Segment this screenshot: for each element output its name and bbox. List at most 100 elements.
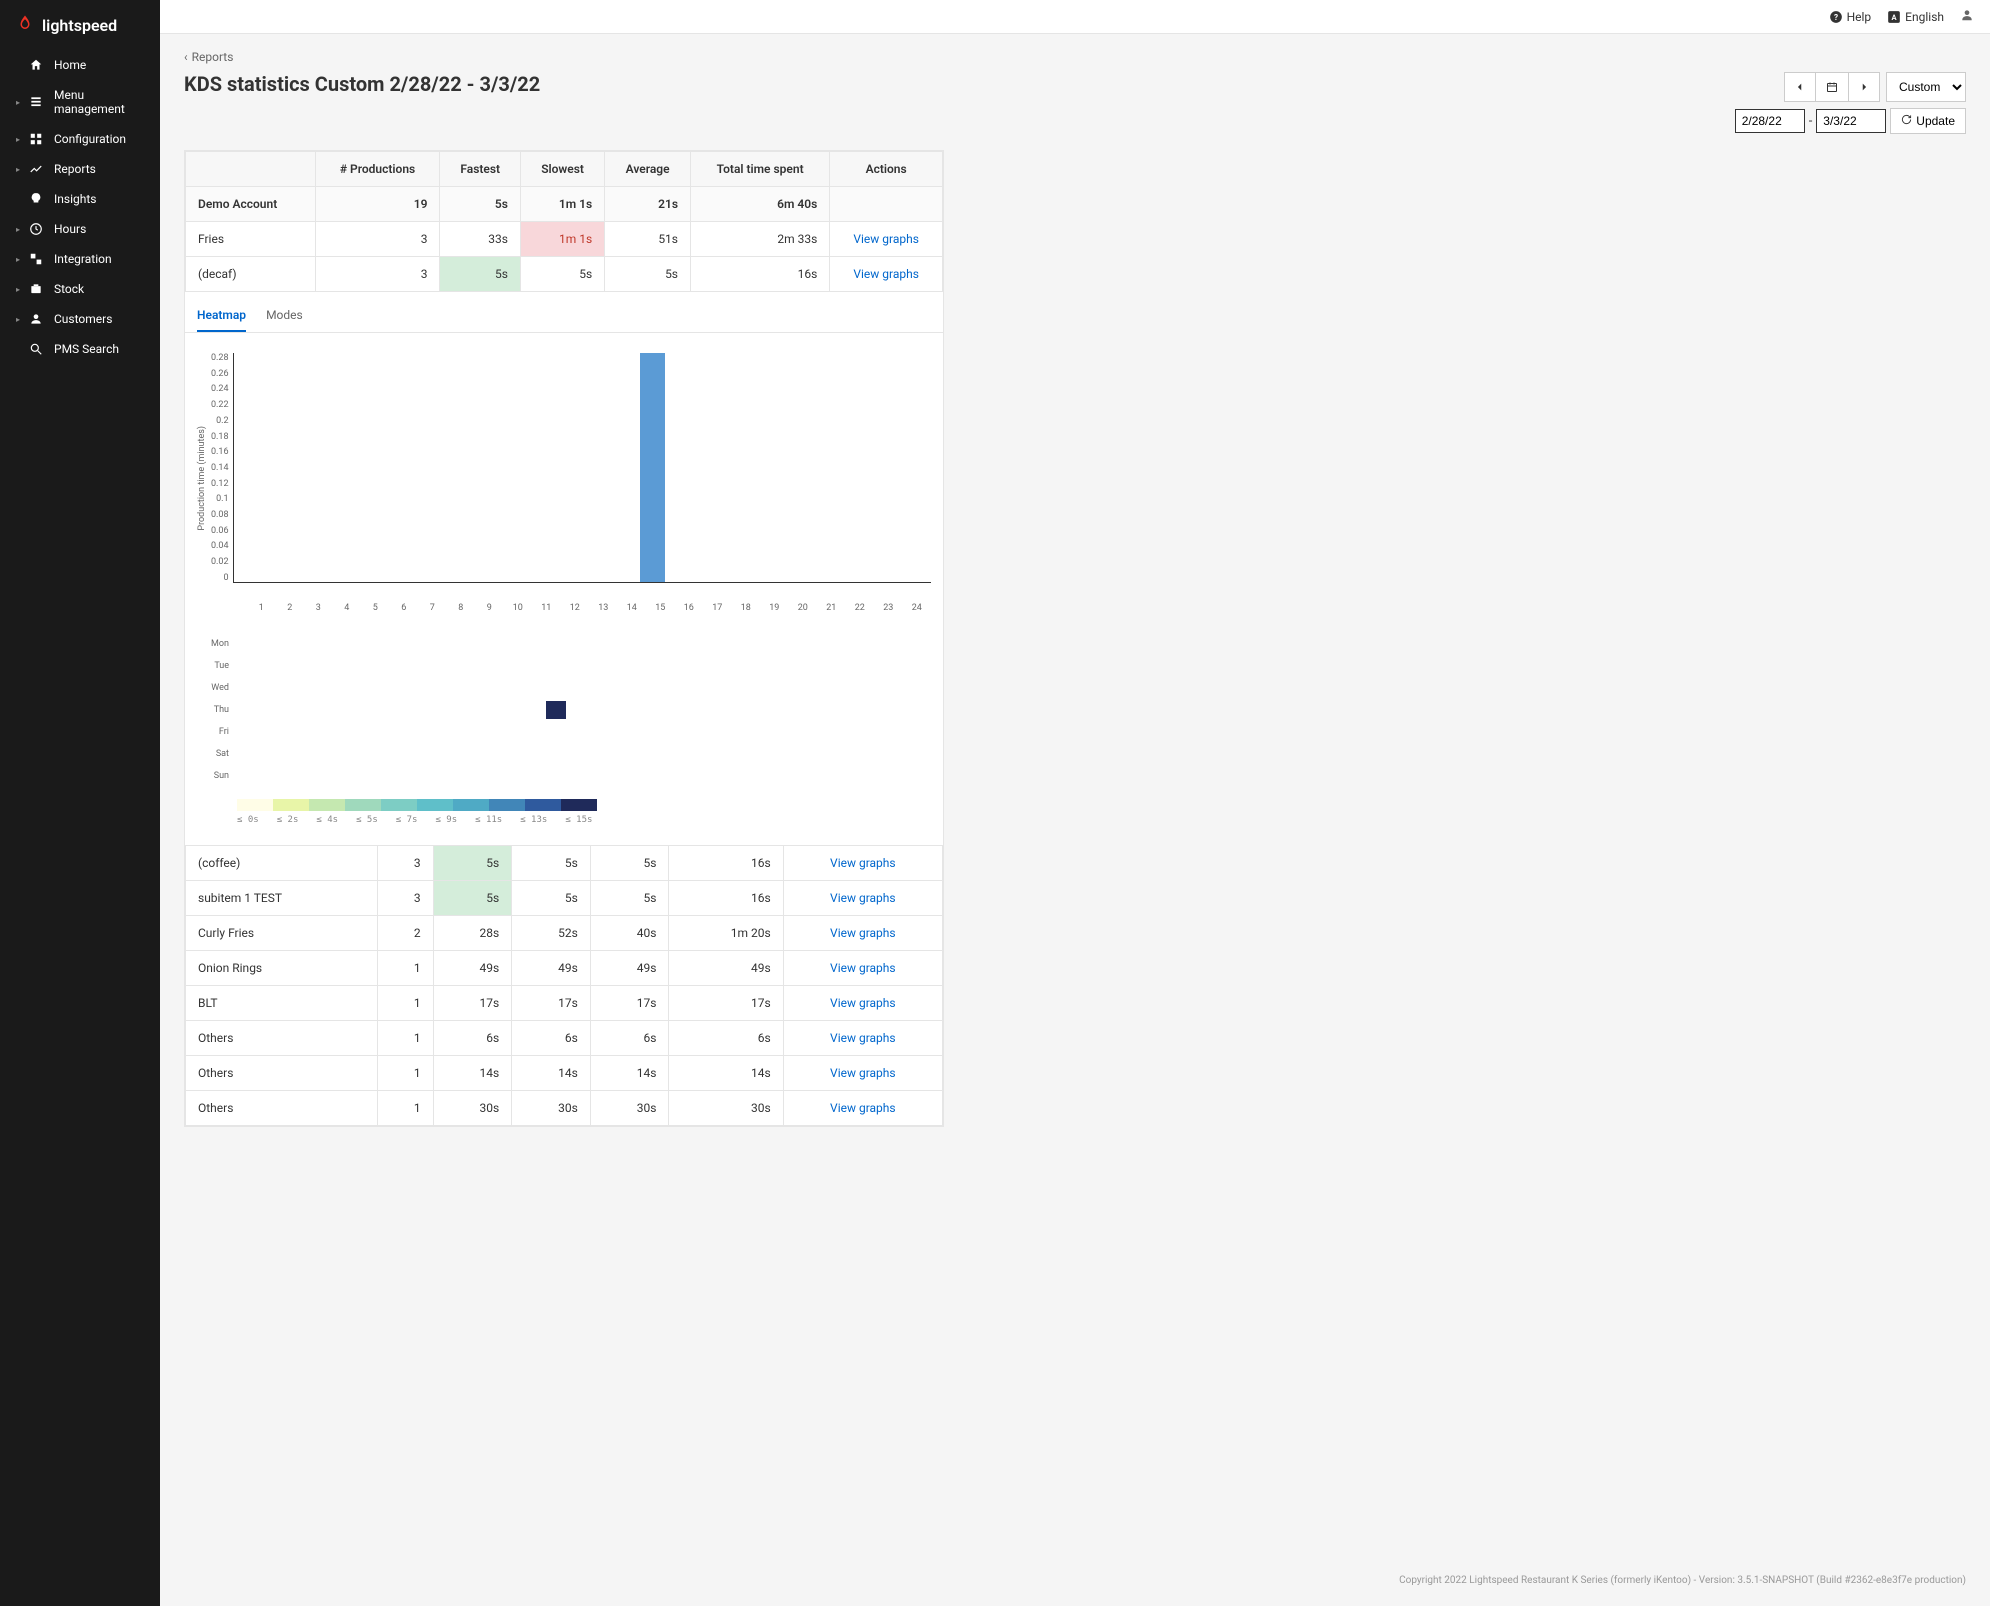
breadcrumb[interactable]: ‹ Reports — [184, 50, 1966, 64]
sidebar-item-config[interactable]: ▸ Configuration — [0, 124, 160, 154]
view-graphs-link[interactable]: View graphs — [783, 986, 942, 1021]
view-graphs-link[interactable]: View graphs — [830, 257, 943, 292]
table-row: Others16s6s6s6sView graphs — [186, 1021, 943, 1056]
search-icon — [28, 342, 44, 356]
footer-text: Copyright 2022 Lightspeed Restaurant K S… — [160, 1555, 1990, 1606]
user-menu[interactable] — [1960, 8, 1974, 25]
table-header — [186, 152, 316, 187]
stock-icon — [28, 282, 44, 296]
y-axis-label: Production time (minutes) — [197, 426, 207, 531]
sidebar: lightspeed Home▸Menu management▸Configur… — [0, 0, 160, 1606]
home-icon — [28, 58, 44, 72]
table-row: Others114s14s14s14sView graphs — [186, 1056, 943, 1091]
stats-table-bottom: (coffee)35s5s5s16sView graphssubitem 1 T… — [185, 845, 943, 1126]
config-icon — [28, 132, 44, 146]
sidebar-item-customers[interactable]: ▸ Customers — [0, 304, 160, 334]
next-period-button[interactable] — [1849, 72, 1880, 102]
view-graphs-link[interactable]: View graphs — [783, 1091, 942, 1126]
view-graphs-link[interactable]: View graphs — [783, 881, 942, 916]
update-button[interactable]: Update — [1890, 108, 1966, 134]
user-icon — [1960, 8, 1974, 25]
sidebar-item-label: Home — [54, 58, 144, 72]
sidebar-item-label: Configuration — [54, 132, 144, 146]
sidebar-item-label: Integration — [54, 252, 144, 266]
tab-heatmap[interactable]: Heatmap — [197, 300, 246, 332]
caret-icon: ▸ — [16, 315, 24, 324]
range-select[interactable]: Custom — [1886, 72, 1966, 102]
calendar-button[interactable] — [1816, 72, 1849, 102]
sidebar-item-insights[interactable]: Insights — [0, 184, 160, 214]
view-graphs-link[interactable]: View graphs — [783, 846, 942, 881]
heatmap-row: Fri — [197, 721, 931, 743]
caret-icon: ▸ — [16, 165, 24, 174]
table-row: subitem 1 TEST35s5s5s16sView graphs — [186, 881, 943, 916]
integration-icon — [28, 252, 44, 266]
heatmap-row: Sun — [197, 765, 931, 787]
chevron-left-icon: ‹ — [184, 50, 188, 64]
hours-icon — [28, 222, 44, 236]
view-graphs-link[interactable]: View graphs — [783, 1021, 942, 1056]
view-graphs-link[interactable]: View graphs — [783, 916, 942, 951]
table-header: Actions — [830, 152, 943, 187]
caret-icon: ▸ — [16, 225, 24, 234]
topbar: ? Help A English — [160, 0, 1990, 34]
table-row: Demo Account195s1m 1s21s6m 40s — [186, 187, 943, 222]
sidebar-item-label: Hours — [54, 222, 144, 236]
view-graphs-link[interactable]: View graphs — [783, 951, 942, 986]
table-row: BLT117s17s17s17sView graphs — [186, 986, 943, 1021]
caret-icon: ▸ — [16, 255, 24, 264]
sidebar-item-label: Insights — [54, 192, 144, 206]
brand-name: lightspeed — [42, 16, 117, 35]
sidebar-item-label: Reports — [54, 162, 144, 176]
menu-icon — [28, 95, 44, 109]
chart-tabs: Heatmap Modes — [185, 292, 943, 333]
prev-period-button[interactable] — [1784, 72, 1816, 102]
tab-modes[interactable]: Modes — [266, 300, 303, 332]
heatmap-row: Tue — [197, 655, 931, 677]
heatmap-row: Thu — [197, 699, 931, 721]
sidebar-item-integration[interactable]: ▸ Integration — [0, 244, 160, 274]
table-header: # Productions — [315, 152, 440, 187]
sidebar-item-menu[interactable]: ▸Menu management — [0, 80, 160, 124]
date-from-input[interactable] — [1735, 109, 1805, 133]
sidebar-item-label: Stock — [54, 282, 144, 296]
language-icon: A — [1887, 10, 1901, 24]
caret-icon: ▸ — [16, 285, 24, 294]
sidebar-item-label: Menu management — [54, 88, 144, 116]
brand-logo: lightspeed — [0, 0, 160, 50]
sidebar-item-home[interactable]: Home — [0, 50, 160, 80]
date-to-input[interactable] — [1816, 109, 1886, 133]
table-row: (coffee)35s5s5s16sView graphs — [186, 846, 943, 881]
language-selector[interactable]: A English — [1887, 10, 1944, 24]
view-graphs-link[interactable]: View graphs — [830, 222, 943, 257]
refresh-icon — [1901, 114, 1912, 128]
chart-bar — [640, 353, 664, 582]
table-header: Total time spent — [691, 152, 830, 187]
sidebar-item-label: Customers — [54, 312, 144, 326]
heatmap-row: Wed — [197, 677, 931, 699]
table-row: Others130s30s30s30sView graphs — [186, 1091, 943, 1126]
sidebar-item-hours[interactable]: ▸ Hours — [0, 214, 160, 244]
sidebar-item-stock[interactable]: ▸ Stock — [0, 274, 160, 304]
help-icon: ? — [1829, 10, 1843, 24]
table-header: Slowest — [520, 152, 604, 187]
table-header: Fastest — [440, 152, 520, 187]
caret-icon: ▸ — [16, 135, 24, 144]
sidebar-item-search[interactable]: PMS Search — [0, 334, 160, 364]
sidebar-item-reports[interactable]: ▸ Reports — [0, 154, 160, 184]
table-row: Onion Rings149s49s49s49sView graphs — [186, 951, 943, 986]
production-heatmap: MonTueWedThuFriSatSun ≤ 0s≤ 2s≤ 4s≤ 5s≤ … — [197, 633, 931, 825]
stats-table-top: # ProductionsFastestSlowestAverageTotal … — [185, 151, 943, 292]
heatmap-row: Mon — [197, 633, 931, 655]
sidebar-item-label: PMS Search — [54, 342, 144, 356]
svg-text:?: ? — [1834, 11, 1838, 21]
table-header: Average — [605, 152, 691, 187]
customers-icon — [28, 312, 44, 326]
heatmap-row: Sat — [197, 743, 931, 765]
stats-panel: # ProductionsFastestSlowestAverageTotal … — [184, 150, 944, 1127]
page-title: KDS statistics Custom 2/28/22 - 3/3/22 — [184, 72, 540, 96]
table-row: Fries333s1m 1s51s2m 33sView graphs — [186, 222, 943, 257]
help-link[interactable]: ? Help — [1829, 10, 1872, 24]
reports-icon — [28, 162, 44, 176]
view-graphs-link[interactable]: View graphs — [783, 1056, 942, 1091]
